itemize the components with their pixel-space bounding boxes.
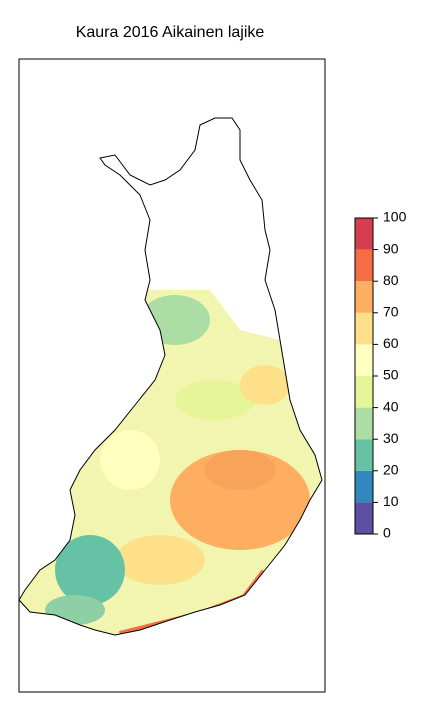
raster-patch xyxy=(140,295,210,345)
legend-tick-label: 30 xyxy=(383,430,399,446)
legend-tick-label: 60 xyxy=(383,335,399,351)
map-title: Kaura 2016 Aikainen lajike xyxy=(76,24,265,41)
legend-swatch xyxy=(355,502,373,534)
legend-swatch xyxy=(355,218,373,250)
map-frame xyxy=(18,58,326,693)
raster-patch xyxy=(240,365,290,405)
legend-tick-label: 20 xyxy=(383,462,399,478)
legend-swatch xyxy=(355,312,373,345)
legend-swatch xyxy=(355,439,373,471)
raster-patch xyxy=(115,535,205,585)
legend-swatch xyxy=(355,470,373,503)
raster-patch xyxy=(175,380,255,420)
raster-patch xyxy=(170,450,310,550)
raster-patch xyxy=(205,450,275,490)
legend-swatch xyxy=(355,249,373,282)
raster-patch xyxy=(55,535,125,605)
legend-tick-label: 100 xyxy=(383,209,407,225)
legend-tick-label: 90 xyxy=(383,240,399,256)
legend-swatch xyxy=(355,344,373,376)
legend-tick-label: 50 xyxy=(383,367,399,383)
legend-tick-label: 40 xyxy=(383,398,399,414)
legend-swatch xyxy=(355,281,373,313)
legend-tick-label: 80 xyxy=(383,272,399,288)
legend-tick-label: 0 xyxy=(383,525,391,541)
legend-swatch xyxy=(355,407,373,440)
raster-patch xyxy=(45,595,105,625)
legend-swatch xyxy=(355,376,373,408)
color-legend: 0 10 20 30 40 50 60 70 80 90 100 xyxy=(354,209,407,541)
raster-patch xyxy=(100,430,160,490)
legend-tick-label: 10 xyxy=(383,493,399,509)
legend-tick-label: 70 xyxy=(383,304,399,320)
